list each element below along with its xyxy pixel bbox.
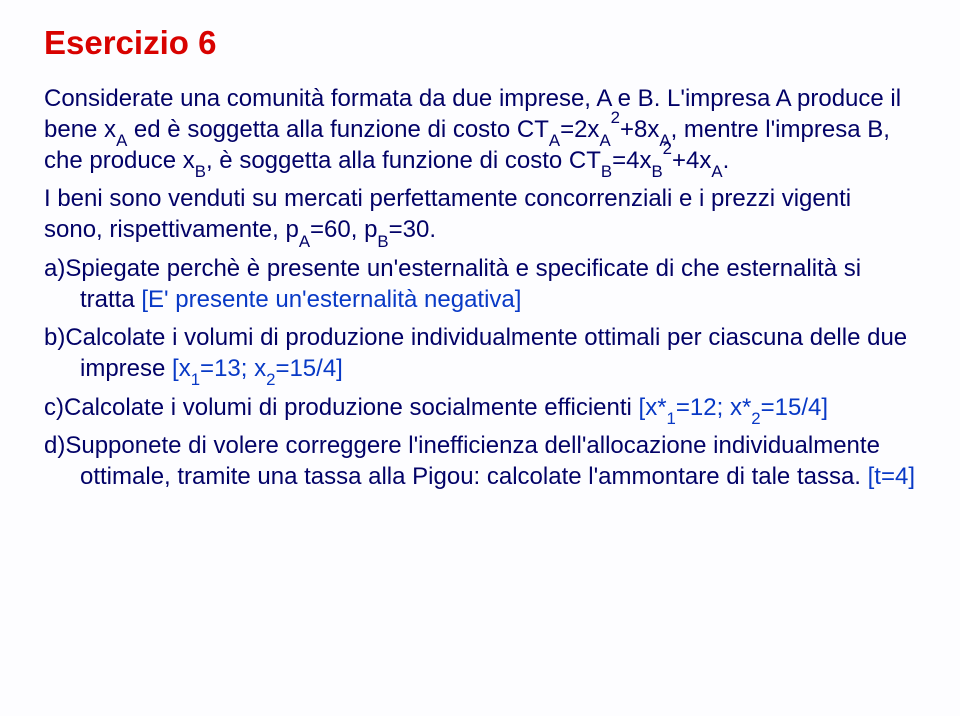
question-c-answer: [x*1=12; x*2=15/4] xyxy=(639,394,829,421)
question-a-label: a) xyxy=(44,255,65,282)
question-a-answer: [E' presente un'esternalità negativa] xyxy=(141,286,521,313)
question-b: b)Calcolate i volumi di produzione indiv… xyxy=(44,323,916,384)
intro-paragraph-2: I beni sono venduti su mercati perfettam… xyxy=(44,184,916,245)
question-a: a)Spiegate perchè è presente un'esternal… xyxy=(44,254,916,315)
question-d-body: Supponete di volere correggere l'ineffic… xyxy=(65,432,880,490)
intro-paragraph-1: Considerate una comunità formata da due … xyxy=(44,84,916,176)
question-b-answer: [x1=13; x2=15/4] xyxy=(172,355,343,382)
question-c-body: Calcolate i volumi di produzione socialm… xyxy=(64,394,639,421)
question-d: d)Supponete di volere correggere l'ineff… xyxy=(44,431,916,492)
exercise-title: Esercizio 6 xyxy=(44,22,916,64)
question-c: c)Calcolate i volumi di produzione socia… xyxy=(44,393,916,424)
question-d-label: d) xyxy=(44,432,65,459)
exercise-slide: Esercizio 6 Considerate una comunità for… xyxy=(0,0,960,716)
question-b-label: b) xyxy=(44,324,65,351)
question-c-label: c) xyxy=(44,394,64,421)
question-d-answer: [t=4] xyxy=(868,463,915,490)
